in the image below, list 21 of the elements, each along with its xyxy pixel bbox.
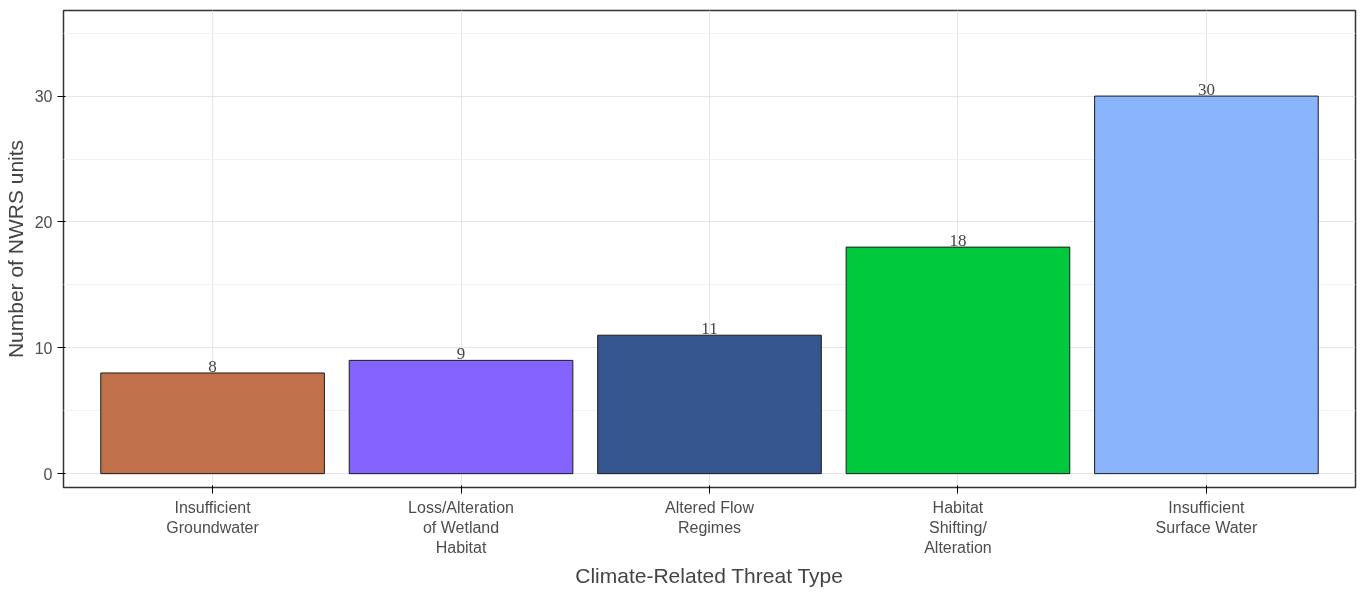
bar	[100, 372, 325, 475]
y-tick-label: 30	[34, 88, 53, 106]
y-tick-label: 0	[43, 465, 53, 483]
x-tick-label: Loss/Alteration of Wetland Habitat	[408, 498, 514, 557]
x-tick-label: Habitat Shifting/ Alteration	[924, 498, 992, 557]
y-tick-label: 10	[34, 339, 53, 357]
data-label: 9	[456, 344, 466, 364]
data-label: 18	[949, 231, 967, 251]
bar	[597, 334, 822, 475]
bar	[348, 359, 574, 475]
y-axis-title: Number of NWRS units	[3, 139, 27, 359]
bar	[845, 246, 1071, 475]
x-axis-title: Climate-Related Threat Type	[575, 564, 843, 588]
bar	[1094, 95, 1319, 475]
x-tick-label: Insufficient Surface Water	[1155, 498, 1258, 536]
x-tick-label: Altered Flow Regimes	[665, 498, 755, 536]
data-label: 30	[1197, 80, 1215, 100]
data-label: 8	[208, 356, 217, 376]
data-label: 11	[701, 319, 718, 339]
x-tick-label: Insufficient Groundwater	[166, 498, 260, 536]
y-tick-label: 20	[34, 213, 53, 231]
